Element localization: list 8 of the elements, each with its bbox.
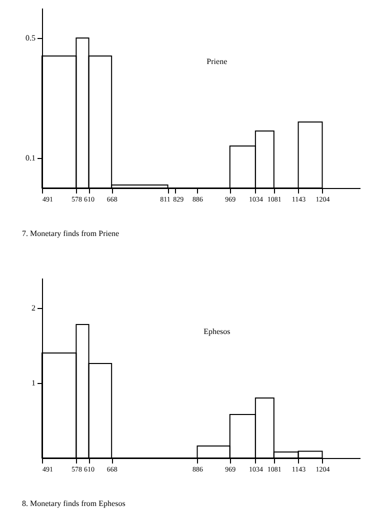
text: Priene: [206, 57, 228, 66]
text: Ephesos: [204, 327, 230, 336]
text: 7. Monetary finds from Priene: [22, 229, 120, 238]
text: 8. Monetary finds from Ephesos: [22, 499, 126, 508]
y-tick-label: 0.5: [26, 34, 36, 42]
y-tick-label: 1: [32, 378, 36, 388]
y-tick-label: 0.1: [26, 154, 36, 162]
y-tick-label: 2: [32, 304, 36, 312]
